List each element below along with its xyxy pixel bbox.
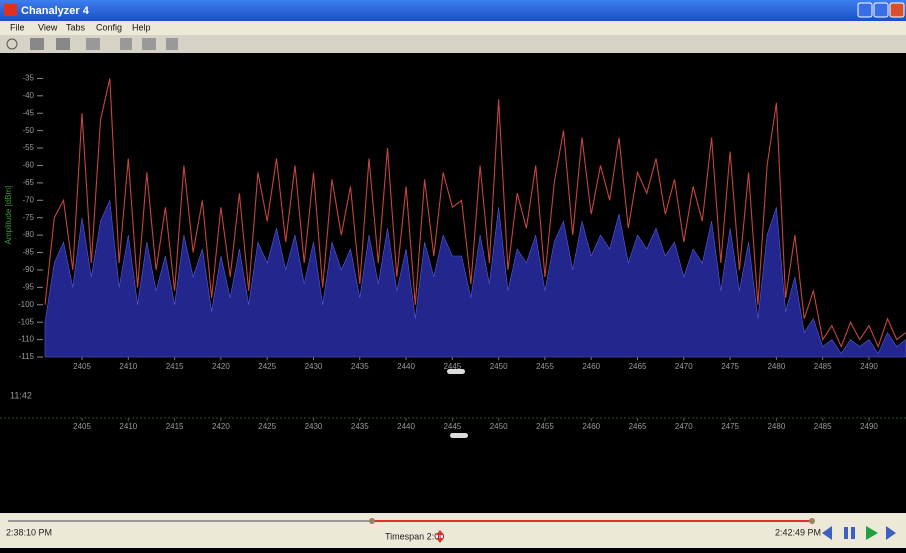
y-tick-label: -70: [22, 195, 34, 204]
menu-item[interactable]: File: [10, 22, 25, 32]
menu-item[interactable]: View: [38, 22, 58, 32]
y-tick-label: -55: [22, 143, 34, 152]
toolbar-button[interactable]: [142, 38, 156, 50]
x-tick-label: 2410: [119, 362, 137, 371]
y-axis-label: Amplitude [dBm]: [4, 186, 13, 245]
y-tick-label: -60: [22, 161, 34, 170]
y-tick-label: -95: [22, 282, 34, 291]
pause-button[interactable]: [844, 527, 848, 539]
toolbar: [0, 35, 906, 53]
x-tick-label: 2405: [73, 362, 91, 371]
y-tick-label: -65: [22, 178, 34, 187]
menu-item[interactable]: Tabs: [66, 22, 86, 32]
waterfall-x-tick-label: 2485: [814, 422, 832, 431]
waterfall-x-tick-label: 2480: [767, 422, 785, 431]
toolbar-button[interactable]: [86, 38, 100, 50]
y-tick-label: -110: [19, 335, 35, 344]
waterfall-x-tick-label: 2460: [582, 422, 600, 431]
x-tick-label: 2470: [675, 362, 693, 371]
timeline-handle[interactable]: [809, 518, 815, 524]
waterfall-x-tick-label: 2415: [166, 422, 184, 431]
y-tick-label: -40: [22, 91, 34, 100]
timeline-end: 2:42:49 PM: [775, 527, 821, 537]
x-tick-label: 2415: [166, 362, 184, 371]
app-icon: [4, 4, 17, 16]
x-tick-label: 2435: [351, 362, 369, 371]
waterfall-x-tick-label: 2435: [351, 422, 369, 431]
y-tick-label: -115: [19, 352, 35, 361]
x-tick-label: 2480: [767, 362, 785, 371]
waterfall-x-tick-label: 2450: [490, 422, 508, 431]
menu-item[interactable]: Help: [132, 22, 151, 32]
timeline-handle[interactable]: [369, 518, 375, 524]
close-button[interactable]: [890, 3, 904, 17]
title-bar: [0, 0, 906, 21]
x-tick-label: 2490: [860, 362, 878, 371]
waterfall-x-tick-label: 2410: [119, 422, 137, 431]
y-tick-label: -50: [22, 126, 34, 135]
y-tick-label: -80: [22, 230, 34, 239]
x-tick-label: 2440: [397, 362, 415, 371]
x-tick-label: 2475: [721, 362, 739, 371]
waterfall-x-tick-label: 2405: [73, 422, 91, 431]
x-tick-label: 2430: [305, 362, 323, 371]
x-tick-label: 2485: [814, 362, 832, 371]
y-tick-label: -90: [22, 265, 34, 274]
waterfall-x-tick-label: 2465: [629, 422, 647, 431]
waterfall-x-tick-label: 2440: [397, 422, 415, 431]
toolbar-button[interactable]: [120, 38, 132, 50]
toolbar-button[interactable]: [56, 38, 70, 50]
y-tick-label: -105: [18, 317, 35, 326]
x-tick-label: 2425: [258, 362, 276, 371]
minimize-button[interactable]: [858, 3, 872, 17]
waterfall-x-tick-label: 2490: [860, 422, 878, 431]
waterfall-x-tick-label: 2425: [258, 422, 276, 431]
y-tick-label: -100: [18, 300, 35, 309]
menu-item[interactable]: Config: [96, 22, 122, 32]
maximize-button[interactable]: [874, 3, 888, 17]
pause-button[interactable]: [851, 527, 855, 539]
waterfall-x-tick-label: 2445: [443, 422, 461, 431]
x-tick-label: 2420: [212, 362, 230, 371]
scroll-handle[interactable]: [450, 433, 468, 438]
waterfall-x-tick-label: 2430: [305, 422, 323, 431]
app-window: Chanalyzer 4 Amplitude [dBm] 11:42 2:38:…: [0, 0, 906, 548]
x-tick-label: 2450: [490, 362, 508, 371]
x-tick-label: 2455: [536, 362, 554, 371]
waterfall-x-tick-label: 2420: [212, 422, 230, 431]
timeline-bar: [0, 513, 906, 548]
y-tick-label: -35: [22, 74, 34, 83]
timespan-label: Timespan 2:00: [385, 531, 444, 541]
toolbar-button[interactable]: [166, 38, 178, 50]
x-tick-label: 2445: [443, 362, 461, 371]
window-title: Chanalyzer 4: [21, 5, 90, 17]
waterfall-x-tick-label: 2455: [536, 422, 554, 431]
y-tick-label: -75: [22, 213, 34, 222]
waterfall-x-tick-label: 2470: [675, 422, 693, 431]
x-tick-label: 2465: [629, 362, 647, 371]
waterfall-time-label: 11:42: [10, 390, 32, 400]
toolbar-button[interactable]: [30, 38, 44, 50]
y-tick-label: -85: [22, 248, 34, 257]
x-tick-label: 2460: [582, 362, 600, 371]
y-tick-label: -45: [22, 108, 34, 117]
waterfall-x-tick-label: 2475: [721, 422, 739, 431]
timeline-start: 2:38:10 PM: [6, 527, 52, 537]
